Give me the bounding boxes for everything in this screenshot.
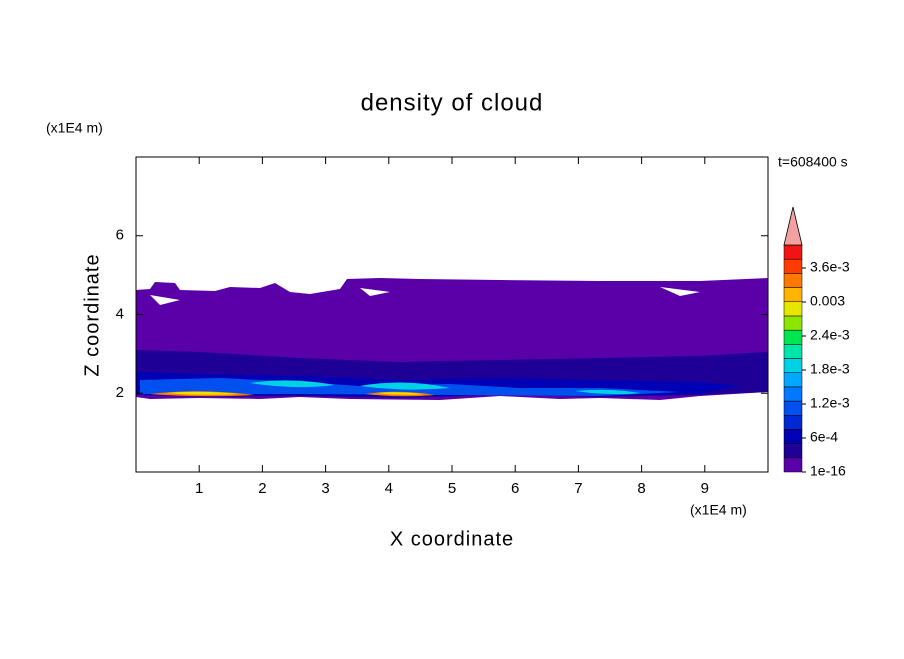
colorbar-band [783, 358, 803, 373]
colorbar-band [783, 372, 803, 388]
annotation: t=608400 s [778, 154, 848, 170]
colorbar-band [783, 386, 803, 402]
y-axis-label: Z coordinate [81, 253, 103, 376]
contour-field [136, 278, 768, 400]
colorbar-band [783, 457, 803, 473]
colorbar-band [783, 429, 803, 444]
x-tick-label: 1 [195, 480, 203, 497]
x-tick-label: 8 [637, 480, 645, 497]
colorbar-band [783, 344, 803, 359]
colorbar-band [783, 273, 803, 288]
colorbar-tick-label: 6e-4 [810, 429, 838, 445]
x-tick-label: 2 [258, 480, 266, 497]
x-tick-label: 4 [385, 480, 393, 497]
colorbar-extend [783, 206, 803, 246]
colorbar-band [783, 443, 803, 459]
colorbar-tick-label: 1.2e-3 [810, 395, 850, 411]
colorbar-tick-label: 1.8e-3 [810, 361, 850, 377]
y-tick-label: 2 [116, 384, 124, 401]
x-tick-label: 3 [321, 480, 329, 497]
y-unit: (x1E4 m) [46, 120, 103, 136]
x-tick-label: 5 [448, 480, 456, 497]
contour-band [250, 380, 640, 395]
colorbar-band [783, 400, 803, 416]
colorbar-band [783, 329, 803, 345]
y-tick-label: 6 [116, 227, 124, 244]
colorbar-tick-label: 2.4e-3 [810, 327, 850, 343]
colorbar-tick-label: 1e-16 [810, 463, 846, 479]
colorbar-tick-label: 0.003 [810, 293, 845, 309]
colorbar-band [783, 415, 803, 430]
x-unit: (x1E4 m) [690, 502, 747, 518]
chart-title: density of cloud [361, 89, 544, 116]
colorbar-band [783, 258, 803, 274]
contour-band [165, 391, 425, 395]
x-axis-label: X coordinate [390, 528, 514, 550]
y-tick-label: 4 [116, 305, 124, 322]
x-tick-label: 6 [511, 480, 519, 497]
colorbar-band [783, 244, 803, 260]
colorbar-band [783, 287, 803, 302]
x-tick-label: 9 [701, 480, 709, 497]
colorbar-tick-label: 3.6e-3 [810, 259, 850, 275]
x-tick-label: 7 [574, 480, 582, 497]
colorbar-band [783, 301, 803, 317]
colorbar-band [783, 315, 803, 331]
